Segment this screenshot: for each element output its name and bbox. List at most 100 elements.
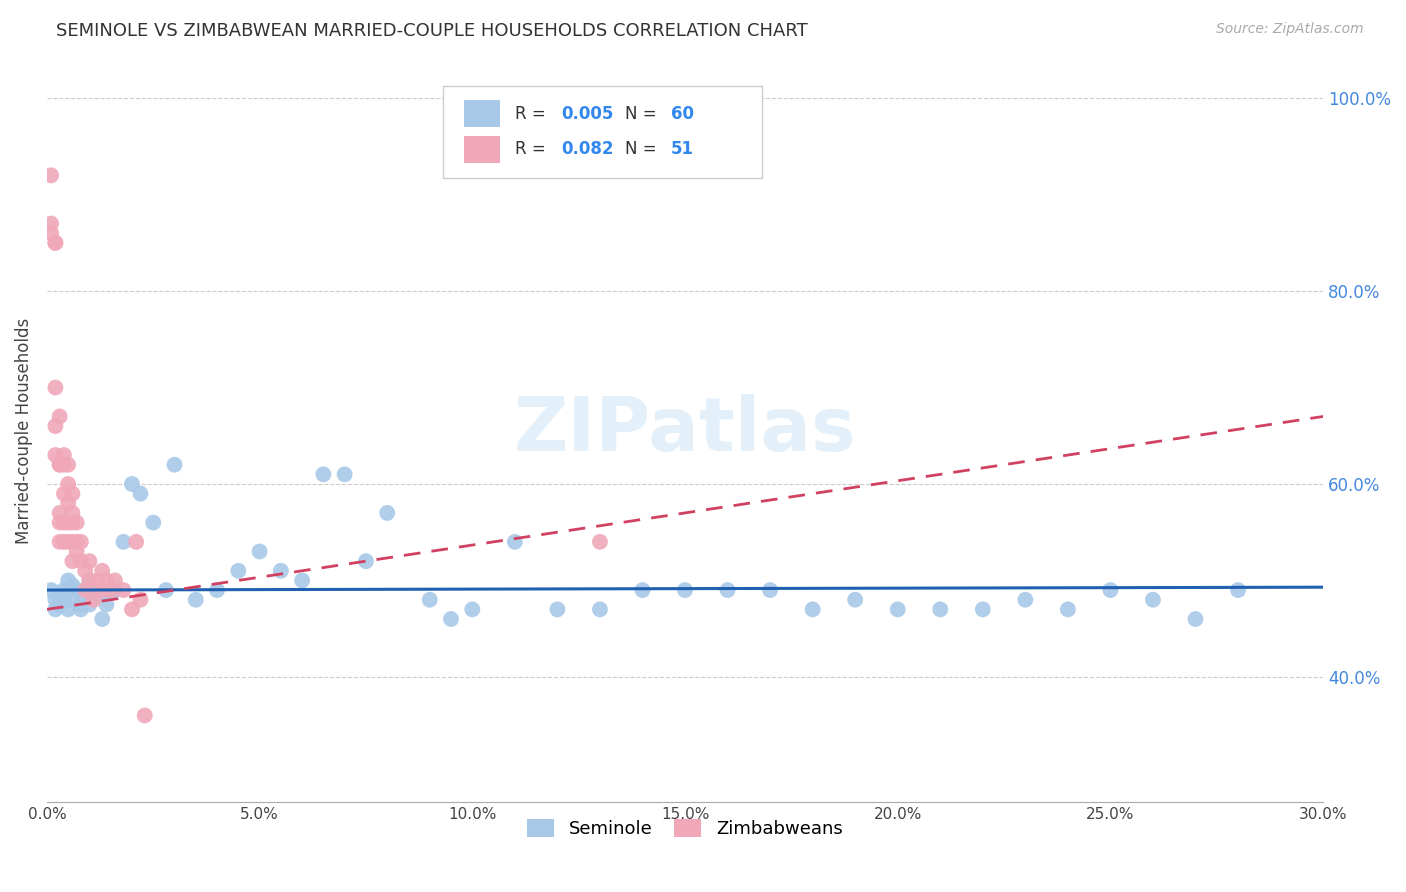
Point xyxy=(75,583,97,598)
Point xyxy=(155,583,177,598)
Text: R =: R = xyxy=(515,105,551,123)
Point xyxy=(62,554,84,568)
Point xyxy=(75,583,97,598)
Point xyxy=(56,602,79,616)
Point xyxy=(440,612,463,626)
Point xyxy=(589,602,612,616)
Point xyxy=(44,602,66,616)
Legend: Seminole, Zimbabweans: Seminole, Zimbabweans xyxy=(520,812,849,846)
Point xyxy=(66,516,89,530)
Point xyxy=(96,598,118,612)
Point xyxy=(716,583,738,598)
Point xyxy=(1099,583,1122,598)
Point xyxy=(66,544,89,558)
Point xyxy=(91,612,114,626)
Point xyxy=(62,534,84,549)
Point xyxy=(375,506,398,520)
Point xyxy=(56,574,79,588)
Point xyxy=(100,583,122,598)
Point xyxy=(48,516,70,530)
Point xyxy=(125,534,148,549)
Point xyxy=(62,506,84,520)
Point xyxy=(39,217,62,231)
Point xyxy=(56,534,79,549)
Point xyxy=(104,583,127,598)
Point xyxy=(70,554,93,568)
Text: 0.005: 0.005 xyxy=(561,105,613,123)
Point xyxy=(104,574,127,588)
Point xyxy=(56,477,79,491)
Point xyxy=(291,574,314,588)
Point xyxy=(129,592,152,607)
Y-axis label: Married-couple Households: Married-couple Households xyxy=(15,318,32,544)
Point xyxy=(70,534,93,549)
Point xyxy=(52,448,75,462)
Point xyxy=(844,592,866,607)
Point xyxy=(62,578,84,592)
Point xyxy=(972,602,994,616)
Point xyxy=(39,169,62,183)
Point xyxy=(56,458,79,472)
Point xyxy=(142,516,165,530)
Point xyxy=(52,592,75,607)
Point xyxy=(354,554,377,568)
Point xyxy=(48,534,70,549)
Text: N =: N = xyxy=(626,105,662,123)
Text: R =: R = xyxy=(515,140,551,159)
Point xyxy=(759,583,782,598)
Point xyxy=(44,235,66,250)
Point xyxy=(79,574,101,588)
Point xyxy=(419,592,441,607)
Point xyxy=(1142,592,1164,607)
Point xyxy=(929,602,952,616)
Point xyxy=(96,574,118,588)
Point xyxy=(87,588,110,602)
Point xyxy=(673,583,696,598)
Point xyxy=(52,486,75,500)
Point xyxy=(333,467,356,482)
Point xyxy=(56,496,79,510)
Point xyxy=(121,602,143,616)
Point xyxy=(801,602,824,616)
Point xyxy=(589,534,612,549)
Point xyxy=(83,583,105,598)
Point xyxy=(52,583,75,598)
Point xyxy=(112,583,135,598)
Text: 0.082: 0.082 xyxy=(561,140,613,159)
Point xyxy=(249,544,271,558)
Point xyxy=(886,602,908,616)
Point xyxy=(62,516,84,530)
Point xyxy=(79,574,101,588)
Bar xyxy=(464,101,501,128)
Point xyxy=(48,458,70,472)
Point xyxy=(70,602,93,616)
Point xyxy=(62,592,84,607)
FancyBboxPatch shape xyxy=(443,86,762,178)
Point xyxy=(270,564,292,578)
Text: SEMINOLE VS ZIMBABWEAN MARRIED-COUPLE HOUSEHOLDS CORRELATION CHART: SEMINOLE VS ZIMBABWEAN MARRIED-COUPLE HO… xyxy=(56,22,808,40)
Point xyxy=(546,602,568,616)
Point xyxy=(631,583,654,598)
Text: ZIPatlas: ZIPatlas xyxy=(513,394,856,467)
Point xyxy=(184,592,207,607)
Point xyxy=(100,583,122,598)
Point xyxy=(91,564,114,578)
Bar xyxy=(464,136,501,163)
Point xyxy=(1184,612,1206,626)
Point xyxy=(112,534,135,549)
Point xyxy=(39,583,62,598)
Point xyxy=(228,564,250,578)
Point xyxy=(461,602,484,616)
Point xyxy=(129,486,152,500)
Point xyxy=(205,583,228,598)
Point xyxy=(70,598,93,612)
Point xyxy=(52,516,75,530)
Point xyxy=(79,598,101,612)
Point xyxy=(48,458,70,472)
Point xyxy=(48,588,70,602)
Point xyxy=(56,516,79,530)
Point xyxy=(1227,583,1250,598)
Point xyxy=(163,458,186,472)
Point xyxy=(134,708,156,723)
Text: 60: 60 xyxy=(671,105,695,123)
